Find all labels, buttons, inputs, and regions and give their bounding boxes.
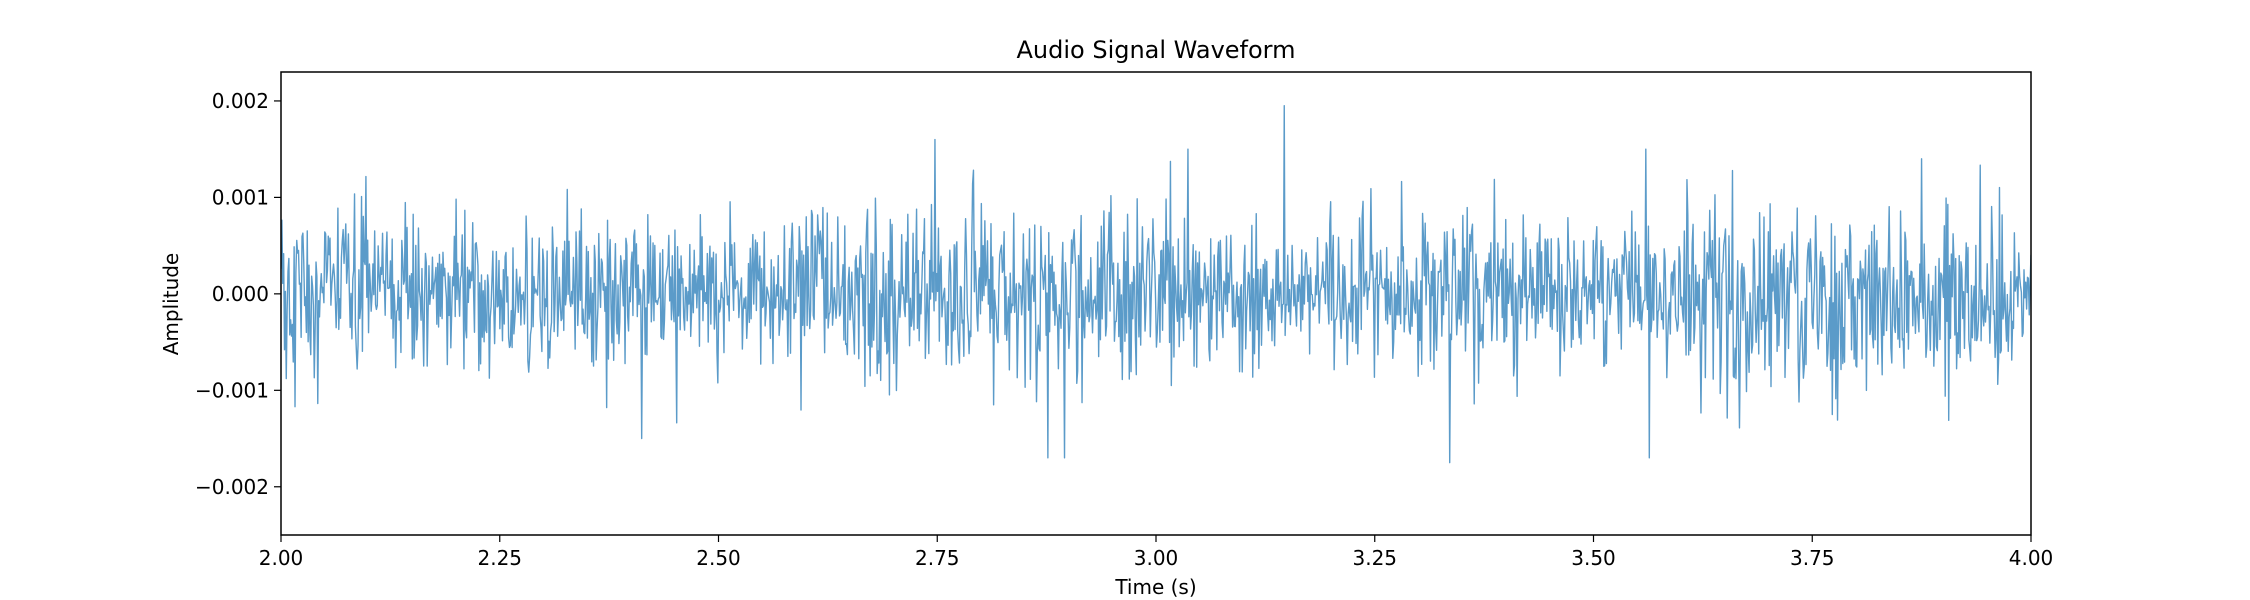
x-tick-label: 4.00 xyxy=(2009,546,2054,570)
x-tick-label: 3.50 xyxy=(1571,546,1616,570)
waveform-line xyxy=(281,105,2031,464)
x-tick-label: 2.50 xyxy=(696,546,741,570)
chart-title: Audio Signal Waveform xyxy=(1016,36,1295,64)
y-tick-label: −0.001 xyxy=(195,378,269,402)
y-axis-label: Amplitude xyxy=(159,253,183,356)
x-tick-label: 2.00 xyxy=(259,546,304,570)
x-tick-label: 3.25 xyxy=(1352,546,1397,570)
x-tick-label: 3.00 xyxy=(1134,546,1179,570)
x-axis: 2.00 2.25 2.50 2.75 3.00 3.25 3.50 3.75 4.00 xyxy=(259,535,2054,570)
x-tick-label: 2.75 xyxy=(915,546,960,570)
y-tick-label: 0.002 xyxy=(212,89,269,113)
y-tick-label: 0.000 xyxy=(212,282,269,306)
x-axis-label: Time (s) xyxy=(1114,575,1196,599)
y-axis: 0.002 0.001 0.000 −0.001 −0.002 xyxy=(195,89,281,499)
y-tick-label: −0.002 xyxy=(195,475,269,499)
x-tick-label: 2.25 xyxy=(477,546,522,570)
x-tick-label: 3.75 xyxy=(1790,546,1835,570)
y-tick-label: 0.001 xyxy=(212,185,269,209)
series-group xyxy=(281,105,2031,464)
